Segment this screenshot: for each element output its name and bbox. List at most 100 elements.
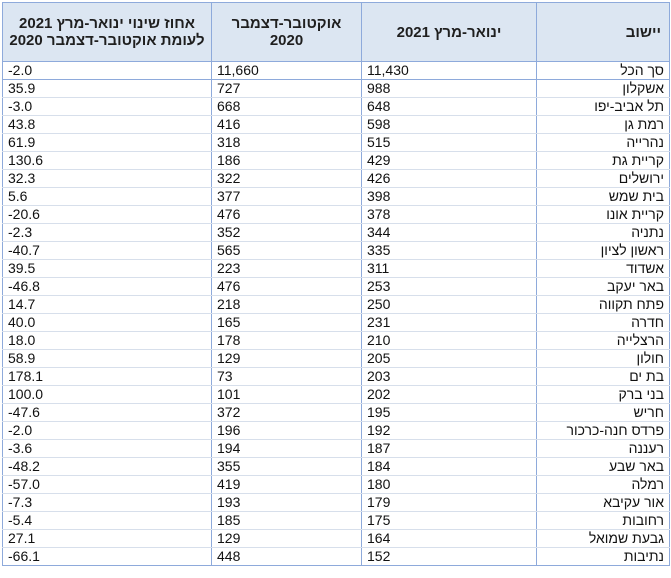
cell-oct-dec-2020: 372 bbox=[211, 403, 362, 422]
cell-jan-mar-2021: 180 bbox=[361, 475, 537, 494]
header-pct-change: אחוז שינוי ינואר-מרץ 2021 לעומת אוקטובר-… bbox=[2, 2, 212, 62]
cell-settlement: בני ברק bbox=[536, 385, 670, 404]
cell-pct-change: -7.3 bbox=[2, 493, 212, 512]
cell-settlement: נתניה bbox=[536, 223, 670, 242]
cell-jan-mar-2021: 515 bbox=[361, 133, 537, 152]
cell-jan-mar-2021: 152 bbox=[361, 547, 537, 566]
cell-oct-dec-2020: 223 bbox=[211, 259, 362, 278]
cell-settlement: גבעת שמואל bbox=[536, 529, 670, 548]
cell-oct-dec-2020: 668 bbox=[211, 97, 362, 116]
cell-pct-change: 35.9 bbox=[2, 79, 212, 98]
table-row-total: סך הכל 11,430 11,660 -2.0 bbox=[2, 61, 670, 80]
cell-jan-mar-2021: 250 bbox=[361, 295, 537, 314]
cell-oct-dec-2020: 11,660 bbox=[211, 61, 362, 80]
header-jan-mar-2021: ינואר-מרץ 2021 bbox=[361, 2, 537, 62]
cell-oct-dec-2020: 196 bbox=[211, 421, 362, 440]
header-settlement: יישוב bbox=[536, 2, 670, 62]
cell-settlement: באר יעקב bbox=[536, 277, 670, 296]
table-row: בני ברק 202 101 100.0 bbox=[2, 385, 670, 404]
cell-oct-dec-2020: 355 bbox=[211, 457, 362, 476]
cell-jan-mar-2021: 202 bbox=[361, 385, 537, 404]
table-body: סך הכל 11,430 11,660 -2.0 אשקלון 988 727 35.9 תל… bbox=[2, 61, 670, 566]
cell-pct-change: 61.9 bbox=[2, 133, 212, 152]
cell-settlement: באר שבע bbox=[536, 457, 670, 476]
cell-oct-dec-2020: 416 bbox=[211, 115, 362, 134]
cell-pct-change: -48.2 bbox=[2, 457, 212, 476]
cell-pct-change: 40.0 bbox=[2, 313, 212, 332]
cell-oct-dec-2020: 185 bbox=[211, 511, 362, 530]
cell-oct-dec-2020: 73 bbox=[211, 367, 362, 386]
cell-jan-mar-2021: 205 bbox=[361, 349, 537, 368]
cell-settlement: קריית אונו bbox=[536, 205, 670, 224]
cell-jan-mar-2021: 988 bbox=[361, 79, 537, 98]
cell-pct-change: -3.6 bbox=[2, 439, 212, 458]
cell-settlement: חדרה bbox=[536, 313, 670, 332]
cell-settlement: רמלה bbox=[536, 475, 670, 494]
cell-jan-mar-2021: 311 bbox=[361, 259, 537, 278]
table-row: רמלה 180 419 -57.0 bbox=[2, 475, 670, 494]
cell-oct-dec-2020: 322 bbox=[211, 169, 362, 188]
table-row: הרצלייה 210 178 18.0 bbox=[2, 331, 670, 350]
table-row: רמת גן 598 416 43.8 bbox=[2, 115, 670, 134]
cell-settlement: נהרייה bbox=[536, 133, 670, 152]
cell-oct-dec-2020: 178 bbox=[211, 331, 362, 350]
table-row: רחובות 175 185 -5.4 bbox=[2, 511, 670, 530]
cell-oct-dec-2020: 165 bbox=[211, 313, 362, 332]
cell-pct-change: 32.3 bbox=[2, 169, 212, 188]
cell-settlement: אור עקיבא bbox=[536, 493, 670, 512]
cell-settlement: פרדס חנה-כרכור bbox=[536, 421, 670, 440]
cell-oct-dec-2020: 101 bbox=[211, 385, 362, 404]
table-row: נתניה 344 352 -2.3 bbox=[2, 223, 670, 242]
cell-settlement: רמת גן bbox=[536, 115, 670, 134]
cell-oct-dec-2020: 129 bbox=[211, 529, 362, 548]
cell-jan-mar-2021: 344 bbox=[361, 223, 537, 242]
cell-settlement: ראשון לציון bbox=[536, 241, 670, 260]
cell-pct-change: -66.1 bbox=[2, 547, 212, 566]
table-row: חולון 205 129 58.9 bbox=[2, 349, 670, 368]
cell-jan-mar-2021: 175 bbox=[361, 511, 537, 530]
cell-pct-change: 39.5 bbox=[2, 259, 212, 278]
cell-oct-dec-2020: 476 bbox=[211, 277, 362, 296]
cell-settlement: קריית גת bbox=[536, 151, 670, 170]
cell-pct-change: -5.4 bbox=[2, 511, 212, 530]
cell-pct-change: 178.1 bbox=[2, 367, 212, 386]
cell-pct-change: -2.3 bbox=[2, 223, 212, 242]
cell-jan-mar-2021: 179 bbox=[361, 493, 537, 512]
cell-oct-dec-2020: 318 bbox=[211, 133, 362, 152]
cell-pct-change: -57.0 bbox=[2, 475, 212, 494]
cell-pct-change: -47.6 bbox=[2, 403, 212, 422]
cell-settlement: חריש bbox=[536, 403, 670, 422]
cell-oct-dec-2020: 565 bbox=[211, 241, 362, 260]
cell-settlement: הרצלייה bbox=[536, 331, 670, 350]
table-row: פתח תקווה 250 218 14.7 bbox=[2, 295, 670, 314]
cell-oct-dec-2020: 193 bbox=[211, 493, 362, 512]
cell-oct-dec-2020: 218 bbox=[211, 295, 362, 314]
cell-settlement: נתיבות bbox=[536, 547, 670, 566]
table-row: תל אביב-יפו 648 668 -3.0 bbox=[2, 97, 670, 116]
cell-pct-change: -2.0 bbox=[2, 421, 212, 440]
cell-jan-mar-2021: 231 bbox=[361, 313, 537, 332]
cell-oct-dec-2020: 377 bbox=[211, 187, 362, 206]
table-row: ירושלים 426 322 32.3 bbox=[2, 169, 670, 188]
cell-jan-mar-2021: 598 bbox=[361, 115, 537, 134]
cell-settlement: סך הכל bbox=[536, 61, 670, 80]
cell-jan-mar-2021: 164 bbox=[361, 529, 537, 548]
cell-jan-mar-2021: 184 bbox=[361, 457, 537, 476]
cell-jan-mar-2021: 426 bbox=[361, 169, 537, 188]
table-row: נהרייה 515 318 61.9 bbox=[2, 133, 670, 152]
table-header: יישוב ינואר-מרץ 2021 אוקטובר-דצמבר 2020 … bbox=[2, 2, 670, 62]
cell-jan-mar-2021: 429 bbox=[361, 151, 537, 170]
cell-settlement: חולון bbox=[536, 349, 670, 368]
cell-settlement: בת ים bbox=[536, 367, 670, 386]
table-row: רעננה 187 194 -3.6 bbox=[2, 439, 670, 458]
header-oct-dec-2020: אוקטובר-דצמבר 2020 bbox=[211, 2, 362, 62]
table-row: אשקלון 988 727 35.9 bbox=[2, 79, 670, 98]
table-row: ראשון לציון 335 565 -40.7 bbox=[2, 241, 670, 260]
table-row: קריית גת 429 186 130.6 bbox=[2, 151, 670, 170]
cell-settlement: בית שמש bbox=[536, 187, 670, 206]
cell-jan-mar-2021: 378 bbox=[361, 205, 537, 224]
cell-pct-change: -40.7 bbox=[2, 241, 212, 260]
cell-settlement: תל אביב-יפו bbox=[536, 97, 670, 116]
cell-pct-change: 27.1 bbox=[2, 529, 212, 548]
table-row: באר שבע 184 355 -48.2 bbox=[2, 457, 670, 476]
